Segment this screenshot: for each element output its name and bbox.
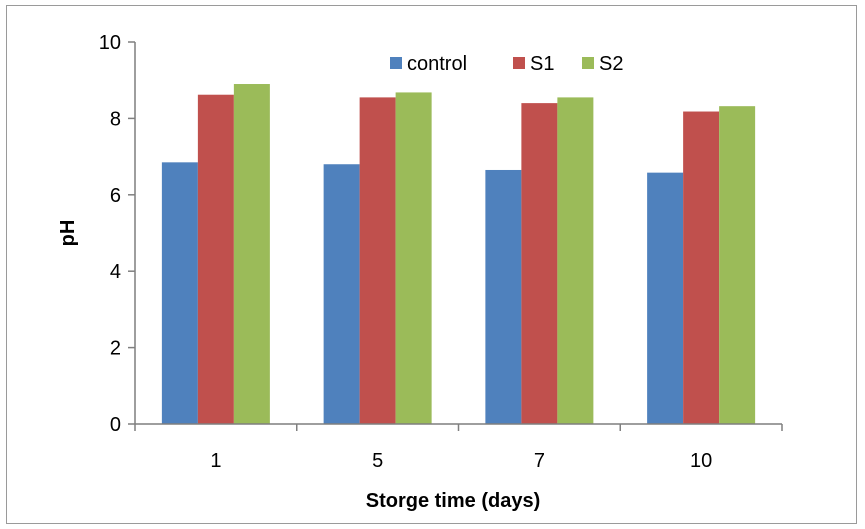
y-tick-label-10: 10 xyxy=(99,32,121,54)
legend-swatch-s2 xyxy=(582,57,594,69)
bar-control-1 xyxy=(161,162,198,424)
bar-s1-5 xyxy=(359,97,396,424)
x-tick-label-10: 10 xyxy=(690,450,712,472)
x-tick-label-5: 5 xyxy=(372,450,383,472)
legend-swatch-s1 xyxy=(513,57,525,69)
y-tick-label-8: 8 xyxy=(110,108,121,130)
y-axis-title: pH xyxy=(57,220,79,247)
y-tick-label-4: 4 xyxy=(110,261,121,283)
bar-s2-7 xyxy=(557,97,594,424)
bar-control-7 xyxy=(485,169,522,424)
y-tick-label-0: 0 xyxy=(110,414,121,436)
y-tick-label-6: 6 xyxy=(110,185,121,207)
x-axis-title: Storge time (days) xyxy=(366,490,540,512)
legend-label-control: control xyxy=(407,53,467,75)
bar-s2-10 xyxy=(719,106,756,425)
bar-control-10 xyxy=(647,172,684,424)
x-tick-label-7: 7 xyxy=(534,450,545,472)
y-tick-label-2: 2 xyxy=(110,338,121,360)
plot-area: 0 2 4 6 8 10 1 5 7 10 control S1 S2 xyxy=(99,32,783,472)
legend-swatch-control xyxy=(390,57,402,69)
bar-s1-7 xyxy=(521,103,558,425)
bar-s1-1 xyxy=(197,94,234,424)
legend-label-s1: S1 xyxy=(530,53,554,75)
bar-s1-10 xyxy=(683,111,720,425)
bar-control-5 xyxy=(323,164,360,425)
bar-s2-1 xyxy=(233,84,270,425)
legend-label-s2: S2 xyxy=(599,53,623,75)
x-tick-label-1: 1 xyxy=(210,450,221,472)
bar-s2-5 xyxy=(395,92,432,424)
